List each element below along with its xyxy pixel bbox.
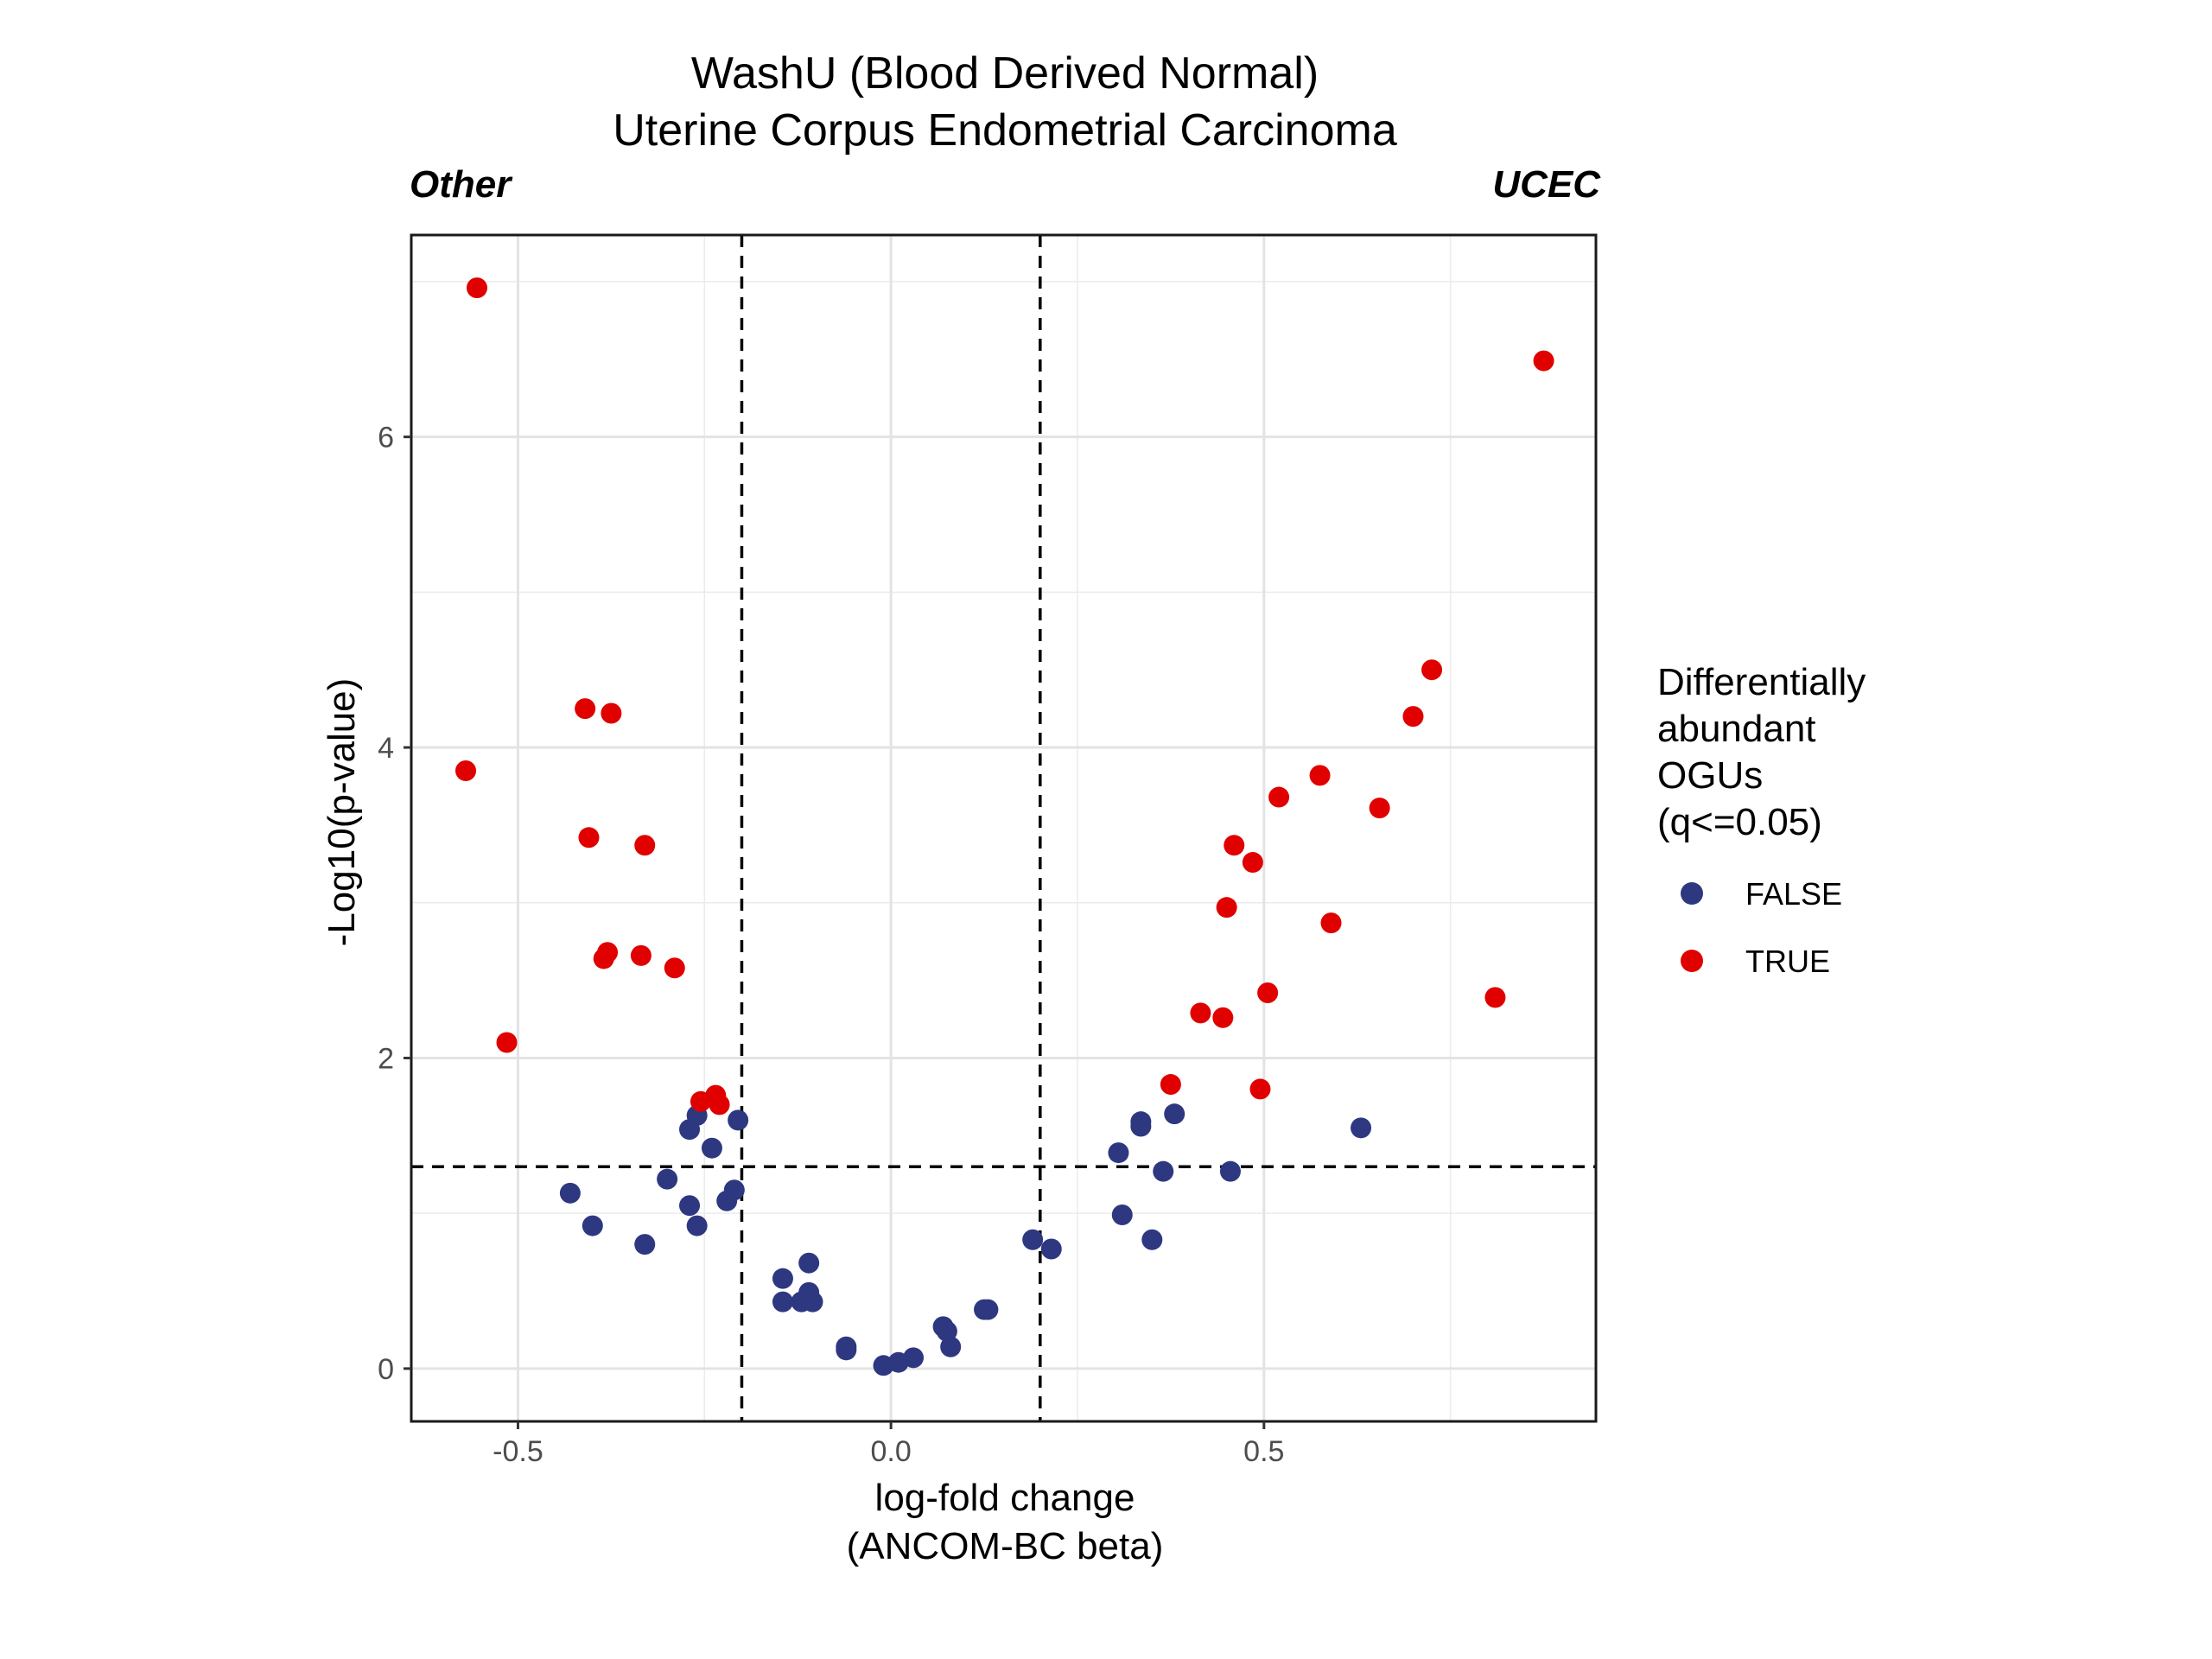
data-point-true bbox=[1242, 852, 1263, 874]
data-point-true bbox=[1320, 912, 1342, 934]
data-point-true bbox=[575, 698, 596, 720]
data-point-false bbox=[1040, 1238, 1062, 1260]
y-axis-ticks: 0 2 4 6 bbox=[378, 422, 411, 1386]
x-tick-label: 0.5 bbox=[1243, 1435, 1284, 1468]
data-point-false bbox=[798, 1252, 820, 1274]
data-point-true bbox=[1160, 1074, 1181, 1096]
data-point-false bbox=[1164, 1103, 1185, 1125]
data-point-true bbox=[601, 702, 622, 724]
plot-panel-background bbox=[411, 235, 1596, 1421]
data-point-true bbox=[1268, 786, 1290, 808]
data-point-true bbox=[1249, 1078, 1271, 1100]
data-point-false bbox=[582, 1215, 603, 1236]
data-point-true bbox=[1533, 350, 1554, 372]
data-point-false bbox=[723, 1179, 745, 1201]
x-axis-title-line-2: (ANCOM-BC beta) bbox=[847, 1525, 1164, 1567]
data-point-true bbox=[578, 827, 600, 849]
data-point-true bbox=[634, 835, 656, 856]
y-tick-label: 2 bbox=[378, 1042, 394, 1075]
data-point-true bbox=[1421, 659, 1443, 681]
data-point-false bbox=[772, 1268, 793, 1289]
data-point-false bbox=[936, 1320, 957, 1342]
data-point-false bbox=[836, 1339, 857, 1361]
y-axis-title: -Log10(p-value) bbox=[321, 678, 363, 947]
data-point-false bbox=[1022, 1229, 1044, 1250]
y-tick-label: 0 bbox=[378, 1353, 394, 1386]
x-tick-label: 0.0 bbox=[871, 1435, 912, 1468]
data-point-true bbox=[1369, 798, 1390, 819]
data-point-false bbox=[1219, 1160, 1241, 1182]
data-point-true bbox=[1257, 982, 1279, 1003]
data-point-true bbox=[630, 944, 652, 966]
data-point-false bbox=[701, 1137, 722, 1159]
corner-label-right: UCEC bbox=[1492, 163, 1601, 206]
data-point-false bbox=[686, 1215, 708, 1236]
legend: Differentially abundant OGUs (q<=0.05) F… bbox=[1657, 661, 1866, 979]
data-point-false bbox=[679, 1195, 701, 1217]
chart-title-line-2: Uterine Corpus Endometrial Carcinoma bbox=[613, 105, 1397, 156]
data-point-true bbox=[1190, 1002, 1211, 1024]
data-point-false bbox=[1153, 1160, 1174, 1182]
data-point-false bbox=[634, 1234, 656, 1255]
data-point-false bbox=[1111, 1204, 1133, 1225]
data-point-false bbox=[977, 1299, 999, 1320]
data-point-true bbox=[664, 957, 685, 979]
legend-title-line-2: abundant bbox=[1657, 708, 1816, 750]
data-point-false bbox=[903, 1347, 925, 1369]
data-point-false bbox=[1351, 1117, 1372, 1139]
data-point-false bbox=[559, 1182, 581, 1204]
y-tick-label: 6 bbox=[378, 422, 394, 454]
data-point-false bbox=[940, 1336, 962, 1357]
data-point-false bbox=[728, 1109, 749, 1131]
corner-label-left: Other bbox=[410, 163, 513, 206]
data-points bbox=[455, 277, 1554, 1376]
plot-panel-border bbox=[410, 233, 1598, 1423]
legend-label-true: TRUE bbox=[1745, 944, 1830, 979]
data-point-false bbox=[772, 1291, 793, 1313]
x-axis-title-line-1: log-fold change bbox=[875, 1477, 1135, 1519]
data-point-true bbox=[466, 277, 487, 299]
grid-lines bbox=[411, 235, 1596, 1421]
legend-title-line-1: Differentially bbox=[1657, 661, 1866, 703]
y-tick-label: 4 bbox=[378, 732, 394, 765]
legend-title-line-4: (q<=0.05) bbox=[1657, 801, 1822, 843]
chart-title-line-1: WashU (Blood Derived Normal) bbox=[691, 48, 1319, 99]
x-axis-ticks: -0.5 0.0 0.5 bbox=[493, 1421, 1284, 1468]
data-point-true bbox=[455, 760, 477, 782]
data-point-false bbox=[1108, 1142, 1129, 1164]
data-point-true bbox=[1212, 1007, 1234, 1028]
data-point-true bbox=[1402, 706, 1424, 728]
legend-key-false bbox=[1681, 882, 1703, 905]
legend-label-false: FALSE bbox=[1745, 876, 1842, 912]
data-point-true bbox=[709, 1094, 730, 1116]
data-point-false bbox=[1141, 1229, 1163, 1250]
data-point-true bbox=[593, 948, 614, 969]
x-tick-label: -0.5 bbox=[493, 1435, 543, 1468]
data-point-true bbox=[1224, 835, 1245, 856]
legend-title-line-3: OGUs bbox=[1657, 754, 1763, 797]
data-point-true bbox=[1309, 765, 1331, 786]
data-point-false bbox=[802, 1291, 823, 1313]
data-point-true bbox=[496, 1032, 518, 1053]
legend-key-true bbox=[1681, 950, 1703, 972]
data-point-true bbox=[1484, 987, 1506, 1008]
data-point-true bbox=[1216, 897, 1237, 918]
data-point-false bbox=[1130, 1116, 1152, 1137]
data-point-false bbox=[657, 1168, 678, 1190]
reference-lines bbox=[411, 235, 1596, 1421]
